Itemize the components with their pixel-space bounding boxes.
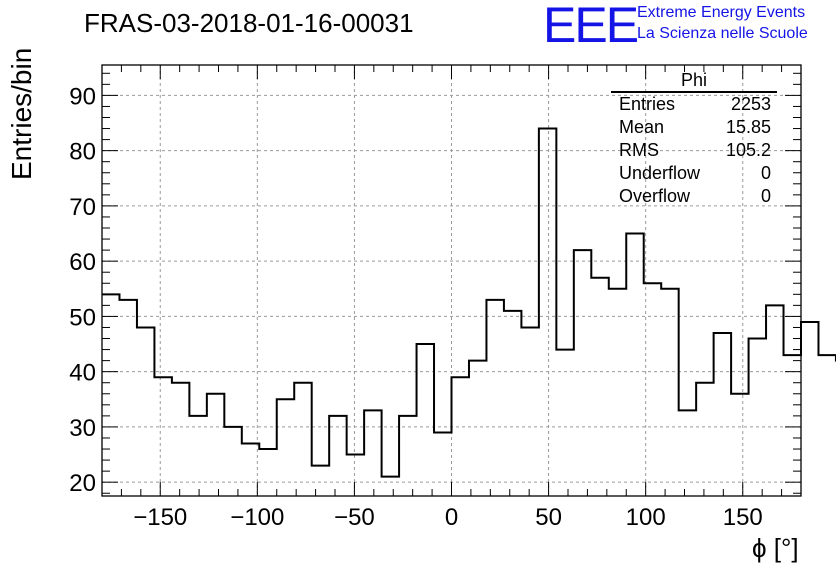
histogram-bin (714, 333, 731, 496)
stats-value: 15.85 (725, 117, 771, 137)
histogram-bin (382, 477, 399, 496)
x-tick-label: −50 (334, 504, 375, 531)
histogram-bin (364, 410, 381, 496)
histogram-bin (679, 410, 696, 496)
histogram-series (102, 127, 836, 496)
histogram-bin (731, 394, 748, 496)
histogram-bin (434, 432, 451, 496)
y-tick-label: 70 (69, 194, 96, 221)
y-tick-label: 80 (69, 139, 96, 166)
y-tick-label: 60 (69, 249, 96, 276)
histogram-bin (207, 394, 224, 496)
histogram-bin (818, 355, 835, 496)
histogram-bin (189, 416, 206, 496)
x-tick-label: −150 (133, 504, 187, 531)
histogram-bin (242, 444, 259, 496)
histogram-bin (154, 377, 171, 496)
histogram-bin (347, 455, 364, 496)
histogram-bin (749, 339, 766, 496)
histogram-bin (504, 311, 521, 496)
grid (102, 65, 801, 496)
histogram-bin (644, 283, 661, 496)
histogram-bin (172, 383, 189, 496)
stats-value: 105.2 (725, 140, 771, 160)
histogram-bin (469, 361, 486, 496)
stats-label: Overflow (619, 186, 691, 206)
histogram-bin (661, 289, 678, 496)
x-tick-label: 150 (723, 504, 763, 531)
x-axis-title: ϕ [°] (752, 533, 799, 563)
histogram-bin (119, 300, 136, 496)
histogram-bin (539, 129, 556, 496)
histogram-bin (626, 234, 643, 496)
histogram-bin (766, 305, 783, 496)
stats-value: 0 (760, 163, 771, 183)
histogram-bin (801, 322, 818, 496)
y-tick-label: 20 (69, 470, 96, 497)
x-tick-label: −100 (230, 504, 284, 531)
stats-row: Entries 2253 (611, 93, 777, 116)
axes: −150 −100 −50 0 50 100 150 20 30 40 50 60 70 80 90 (69, 64, 802, 531)
histogram-bin (574, 250, 591, 496)
histogram-bin (102, 294, 119, 496)
histogram-bin (312, 466, 329, 496)
x-tick-label: 100 (626, 504, 666, 531)
histogram-bin (591, 278, 608, 496)
y-tick-label: 40 (69, 360, 96, 387)
histogram-bin (259, 449, 276, 496)
chart-title: FRAS-03-2018-01-16-00031 (84, 8, 414, 38)
y-tick-label: 30 (69, 415, 96, 442)
histogram-bin (486, 300, 503, 496)
y-tick-label: 90 (69, 83, 96, 110)
histogram-bin (521, 327, 538, 496)
logo-line-2: La Scienza nelle Scuole (637, 25, 808, 42)
stats-label: Entries (619, 94, 676, 114)
histogram-bin (329, 416, 346, 496)
logo-line-1: Extreme Energy Events (637, 4, 806, 21)
histogram-bin (452, 377, 469, 496)
stats-value: 0 (760, 186, 771, 206)
histogram-bin (399, 416, 416, 496)
histogram-bin (294, 383, 311, 496)
histogram-bin (224, 427, 241, 496)
stats-label: Underflow (619, 163, 701, 183)
x-tick-label: 0 (445, 504, 458, 531)
stats-row: RMS 105.2 (611, 139, 777, 162)
histogram-bin (784, 355, 801, 496)
y-axis-title: Entries/bin (6, 47, 37, 180)
x-tick-label: 50 (535, 504, 562, 531)
stats-label: Mean (619, 117, 665, 137)
histogram-bin (696, 383, 713, 496)
histogram-bin (137, 327, 154, 496)
stats-value: 2253 (730, 94, 771, 114)
stats-row: Overflow 0 (611, 185, 777, 208)
stats-name: Phi (611, 70, 777, 93)
histogram-bin (609, 289, 626, 496)
stats-row: Mean 15.85 (611, 116, 777, 139)
y-tick-label: 50 (69, 304, 96, 331)
stats-box: Phi Entries 2253 Mean 15.85 RMS 105.2 Under… (611, 70, 777, 208)
histogram-bin (556, 350, 573, 496)
stats-row: Underflow 0 (611, 162, 777, 185)
histogram-outline (102, 127, 836, 478)
eee-logo: EEE (543, 0, 639, 53)
stats-label: RMS (619, 140, 659, 160)
histogram-bin (277, 399, 294, 496)
histogram-bin (417, 344, 434, 496)
